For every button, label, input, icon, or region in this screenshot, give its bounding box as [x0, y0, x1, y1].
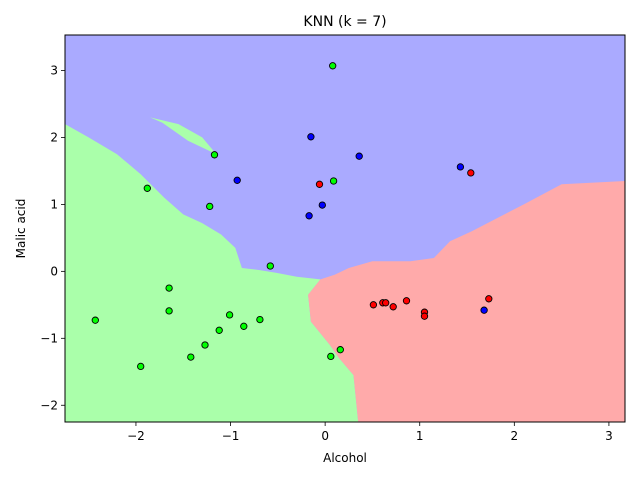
- data-point: [420, 312, 429, 320]
- data-point: [210, 151, 219, 159]
- y-axis: −2 −1 0 1 2 3: [40, 63, 65, 412]
- data-point: [382, 299, 390, 307]
- data-point: [91, 316, 99, 324]
- x-tick-label: −1: [222, 429, 240, 443]
- data-point: [336, 346, 344, 354]
- y-tick-label: 1: [50, 197, 58, 211]
- y-tick-label: 3: [50, 63, 58, 77]
- data-point: [329, 177, 338, 185]
- x-tick-label: 3: [605, 429, 613, 443]
- x-tick-label: 2: [511, 429, 519, 443]
- data-point: [137, 362, 145, 371]
- data-point: [402, 297, 411, 305]
- data-point: [206, 202, 214, 211]
- data-point: [369, 301, 378, 309]
- data-point: [327, 352, 335, 361]
- data-point: [187, 353, 195, 361]
- data-point: [315, 180, 324, 188]
- region-red: [308, 181, 625, 422]
- data-point: [143, 184, 151, 192]
- data-point: [240, 322, 248, 330]
- data-point: [480, 306, 488, 314]
- y-tick-label: 2: [50, 130, 58, 144]
- chart-title: KNN (k = 7): [303, 14, 386, 30]
- y-axis-label: Malic acid: [14, 199, 28, 259]
- data-point: [329, 62, 337, 70]
- data-point: [165, 307, 173, 315]
- data-point: [233, 176, 241, 184]
- data-points: [91, 62, 493, 371]
- data-point: [485, 295, 493, 303]
- data-point: [305, 212, 313, 220]
- data-point: [389, 303, 397, 311]
- x-tick-label: −2: [127, 429, 145, 443]
- data-point: [201, 341, 209, 349]
- y-tick-label: −2: [40, 398, 58, 412]
- data-point: [266, 262, 274, 270]
- x-axis: −2 −1 0 1 2 3: [127, 422, 613, 443]
- x-tick-label: 1: [416, 429, 424, 443]
- data-point: [355, 152, 363, 160]
- decision-regions: [65, 35, 625, 422]
- data-point: [225, 311, 234, 319]
- data-point: [165, 284, 173, 292]
- plot-frame: [64, 34, 626, 423]
- x-tick-label: 0: [321, 429, 329, 443]
- data-point: [467, 169, 475, 177]
- y-tick-label: −1: [40, 331, 58, 345]
- y-tick-label: 0: [50, 264, 58, 278]
- x-axis-label: Alcohol: [323, 451, 367, 465]
- data-point: [456, 163, 465, 171]
- data-point: [307, 133, 315, 141]
- data-point: [256, 315, 264, 324]
- data-point: [318, 201, 326, 209]
- data-point: [215, 326, 223, 334]
- region-green: [65, 124, 359, 422]
- region-green-sliver: [150, 117, 217, 155]
